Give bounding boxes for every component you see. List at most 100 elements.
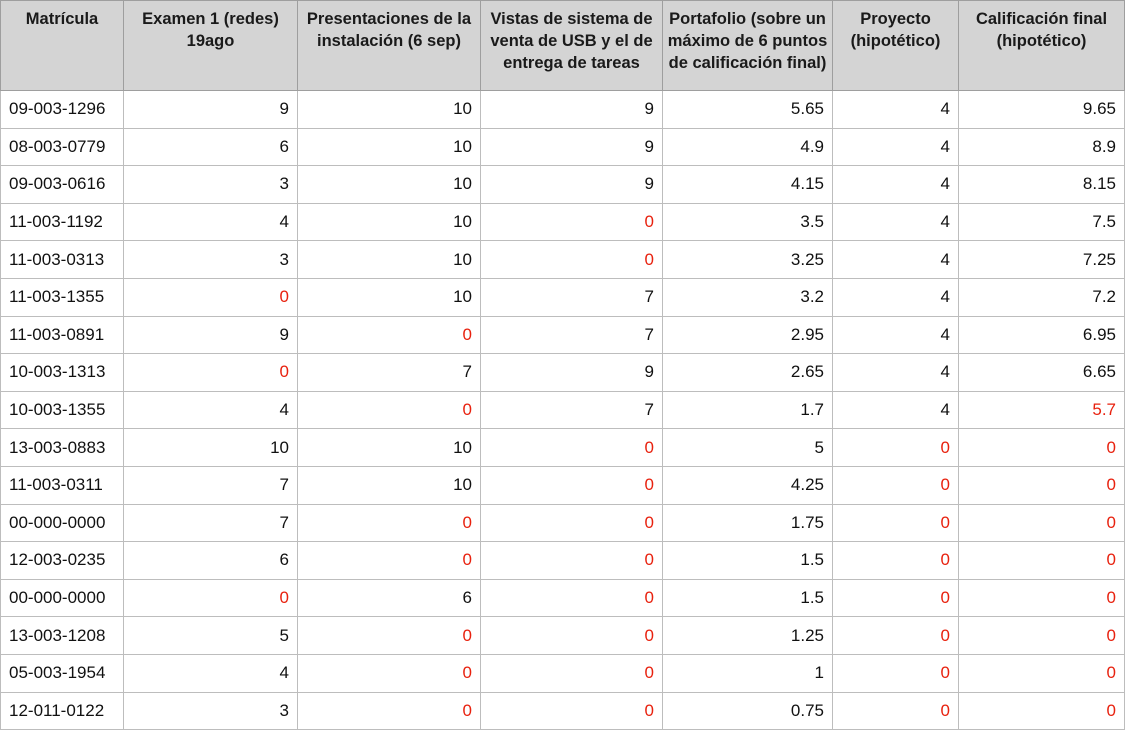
- matricula-cell[interactable]: 00-000-0000: [0, 578, 124, 618]
- examen-1-cell[interactable]: 7: [123, 503, 298, 543]
- proyecto-cell[interactable]: 4: [832, 277, 959, 317]
- vistas-cell[interactable]: 0: [480, 616, 663, 655]
- presentaciones-cell[interactable]: 0: [297, 541, 481, 580]
- vistas-cell[interactable]: 7: [480, 390, 663, 430]
- examen-1-cell[interactable]: 4: [123, 202, 298, 242]
- presentaciones-cell[interactable]: 10: [297, 277, 481, 317]
- calificacion-final-cell[interactable]: 6.65: [958, 353, 1125, 392]
- vistas-cell[interactable]: 7: [480, 315, 663, 355]
- matricula-cell[interactable]: 08-003-0779: [0, 127, 124, 167]
- calificacion-final-cell[interactable]: 0: [958, 541, 1125, 580]
- vistas-cell[interactable]: 0: [480, 541, 663, 580]
- vistas-cell[interactable]: 0: [480, 578, 663, 618]
- calificacion-final-cell[interactable]: 0: [958, 578, 1125, 618]
- matricula-cell[interactable]: 11-003-0311: [0, 465, 124, 505]
- header-portafolio[interactable]: Portafolio (sobre un máximo de 6 puntos …: [662, 0, 833, 91]
- examen-1-cell[interactable]: 3: [123, 165, 298, 204]
- examen-1-cell[interactable]: 5: [123, 616, 298, 655]
- proyecto-cell[interactable]: 0: [832, 653, 959, 693]
- examen-1-cell[interactable]: 0: [123, 353, 298, 392]
- matricula-cell[interactable]: 11-003-0313: [0, 240, 124, 279]
- examen-1-cell[interactable]: 4: [123, 653, 298, 693]
- proyecto-cell[interactable]: 0: [832, 465, 959, 505]
- proyecto-cell[interactable]: 4: [832, 353, 959, 392]
- examen-1-cell[interactable]: 10: [123, 428, 298, 467]
- vistas-cell[interactable]: 9: [480, 127, 663, 167]
- calificacion-final-cell[interactable]: 9.65: [958, 90, 1125, 129]
- presentaciones-cell[interactable]: 0: [297, 390, 481, 430]
- matricula-cell[interactable]: 00-000-0000: [0, 503, 124, 543]
- portafolio-cell[interactable]: 4.9: [662, 127, 833, 167]
- examen-1-cell[interactable]: 6: [123, 541, 298, 580]
- vistas-cell[interactable]: 7: [480, 277, 663, 317]
- examen-1-cell[interactable]: 9: [123, 315, 298, 355]
- presentaciones-cell[interactable]: 0: [297, 691, 481, 731]
- examen-1-cell[interactable]: 9: [123, 90, 298, 129]
- presentaciones-cell[interactable]: 10: [297, 240, 481, 279]
- calificacion-final-cell[interactable]: 0: [958, 465, 1125, 505]
- matricula-cell[interactable]: 12-011-0122: [0, 691, 124, 731]
- matricula-cell[interactable]: 11-003-1192: [0, 202, 124, 242]
- vistas-cell[interactable]: 9: [480, 353, 663, 392]
- calificacion-final-cell[interactable]: 0: [958, 616, 1125, 655]
- examen-1-cell[interactable]: 3: [123, 240, 298, 279]
- portafolio-cell[interactable]: 4.15: [662, 165, 833, 204]
- portafolio-cell[interactable]: 5.65: [662, 90, 833, 129]
- presentaciones-cell[interactable]: 10: [297, 165, 481, 204]
- presentaciones-cell[interactable]: 0: [297, 653, 481, 693]
- proyecto-cell[interactable]: 0: [832, 578, 959, 618]
- portafolio-cell[interactable]: 1: [662, 653, 833, 693]
- matricula-cell[interactable]: 12-003-0235: [0, 541, 124, 580]
- portafolio-cell[interactable]: 1.5: [662, 541, 833, 580]
- vistas-cell[interactable]: 0: [480, 503, 663, 543]
- matricula-cell[interactable]: 09-003-0616: [0, 165, 124, 204]
- examen-1-cell[interactable]: 7: [123, 465, 298, 505]
- portafolio-cell[interactable]: 5: [662, 428, 833, 467]
- calificacion-final-cell[interactable]: 5.7: [958, 390, 1125, 430]
- portafolio-cell[interactable]: 3.25: [662, 240, 833, 279]
- examen-1-cell[interactable]: 0: [123, 578, 298, 618]
- portafolio-cell[interactable]: 0.75: [662, 691, 833, 731]
- presentaciones-cell[interactable]: 6: [297, 578, 481, 618]
- examen-1-cell[interactable]: 0: [123, 277, 298, 317]
- portafolio-cell[interactable]: 2.95: [662, 315, 833, 355]
- portafolio-cell[interactable]: 3.5: [662, 202, 833, 242]
- vistas-cell[interactable]: 0: [480, 202, 663, 242]
- calificacion-final-cell[interactable]: 6.95: [958, 315, 1125, 355]
- header-presentaciones[interactable]: Presentaciones de la instalación (6 sep): [297, 0, 481, 91]
- vistas-cell[interactable]: 0: [480, 653, 663, 693]
- matricula-cell[interactable]: 10-003-1355: [0, 390, 124, 430]
- vistas-cell[interactable]: 9: [480, 165, 663, 204]
- header-calificacion-final[interactable]: Calificación final (hipotético): [958, 0, 1125, 91]
- calificacion-final-cell[interactable]: 0: [958, 691, 1125, 731]
- presentaciones-cell[interactable]: 10: [297, 428, 481, 467]
- header-vistas-de-sistema[interactable]: Vistas de sistema de venta de USB y el d…: [480, 0, 663, 91]
- vistas-cell[interactable]: 9: [480, 90, 663, 129]
- portafolio-cell[interactable]: 2.65: [662, 353, 833, 392]
- examen-1-cell[interactable]: 6: [123, 127, 298, 167]
- header-examen-1[interactable]: Examen 1 (redes) 19ago: [123, 0, 298, 91]
- vistas-cell[interactable]: 0: [480, 240, 663, 279]
- calificacion-final-cell[interactable]: 0: [958, 428, 1125, 467]
- matricula-cell[interactable]: 10-003-1313: [0, 353, 124, 392]
- matricula-cell[interactable]: 13-003-0883: [0, 428, 124, 467]
- proyecto-cell[interactable]: 0: [832, 503, 959, 543]
- presentaciones-cell[interactable]: 10: [297, 465, 481, 505]
- calificacion-final-cell[interactable]: 8.15: [958, 165, 1125, 204]
- proyecto-cell[interactable]: 0: [832, 691, 959, 731]
- proyecto-cell[interactable]: 4: [832, 315, 959, 355]
- vistas-cell[interactable]: 0: [480, 428, 663, 467]
- presentaciones-cell[interactable]: 0: [297, 616, 481, 655]
- proyecto-cell[interactable]: 0: [832, 616, 959, 655]
- proyecto-cell[interactable]: 4: [832, 240, 959, 279]
- calificacion-final-cell[interactable]: 7.2: [958, 277, 1125, 317]
- examen-1-cell[interactable]: 3: [123, 691, 298, 731]
- calificacion-final-cell[interactable]: 0: [958, 653, 1125, 693]
- presentaciones-cell[interactable]: 0: [297, 315, 481, 355]
- presentaciones-cell[interactable]: 10: [297, 127, 481, 167]
- header-proyecto[interactable]: Proyecto (hipotético): [832, 0, 959, 91]
- portafolio-cell[interactable]: 1.5: [662, 578, 833, 618]
- matricula-cell[interactable]: 13-003-1208: [0, 616, 124, 655]
- matricula-cell[interactable]: 11-003-1355: [0, 277, 124, 317]
- presentaciones-cell[interactable]: 10: [297, 90, 481, 129]
